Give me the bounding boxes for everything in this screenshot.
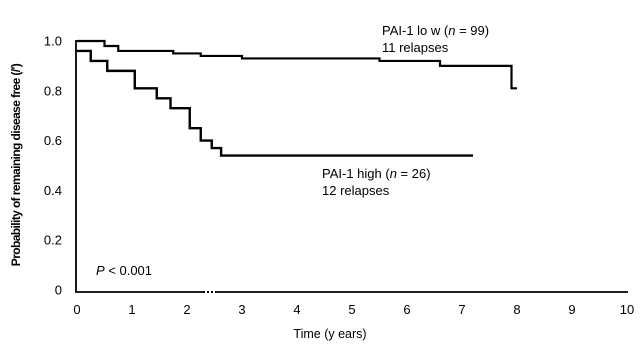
y-tick-label: 0: [55, 283, 62, 298]
x-tick-label: 9: [568, 302, 575, 317]
x-tick-label: 1: [128, 302, 135, 317]
high-group-relapses: 12 relapses: [322, 183, 390, 198]
low-group-relapses: 11 relapses: [382, 40, 449, 55]
x-tick-label: 4: [293, 302, 300, 317]
x-tick-label: 0: [73, 302, 80, 317]
series-line: [77, 39, 517, 90]
series-line: [77, 49, 473, 157]
x-tick-label: 10: [620, 302, 634, 317]
low-group-label: PAI-1 lo w (n = 99): [382, 23, 489, 38]
y-ticks: 0 0.2 0.4 0.6 0.8 1.0: [44, 34, 62, 298]
series-layer: [77, 39, 517, 157]
y-axis-title: Probability of remaining disease free (/…: [9, 63, 23, 266]
y-tick-label: 1.0: [44, 34, 62, 49]
x-axis-title: Time (y ears): [293, 327, 366, 341]
y-tick-label: 0.8: [44, 83, 62, 98]
x-tick-label: 7: [458, 302, 465, 317]
x-tick-label: 6: [403, 302, 410, 317]
y-tick-label: 0.6: [44, 133, 62, 148]
high-group-label: PAI-1 high (n = 26): [322, 166, 431, 181]
x-tick-label: 3: [238, 302, 245, 317]
y-tick-label: 0.4: [44, 183, 62, 198]
y-tick-label: 0.2: [44, 233, 62, 248]
p-value-label: P < 0.001: [96, 263, 152, 278]
x-tick-label: 8: [513, 302, 520, 317]
x-tick-label: 5: [348, 302, 355, 317]
x-ticks: 0 1 2 3 4 5 6 7 8 9 10: [73, 302, 634, 317]
x-tick-label: 2: [183, 302, 190, 317]
